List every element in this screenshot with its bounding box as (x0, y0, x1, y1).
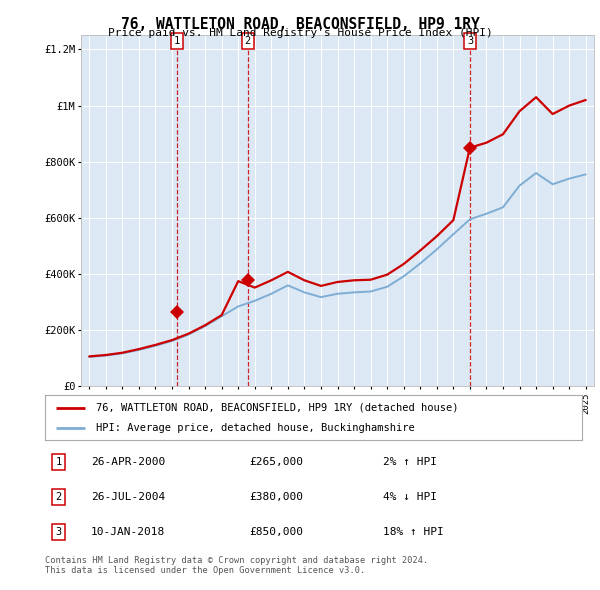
Text: 26-JUL-2004: 26-JUL-2004 (91, 492, 165, 502)
Text: £850,000: £850,000 (249, 527, 303, 537)
Text: 1: 1 (174, 35, 181, 45)
Text: 2% ↑ HPI: 2% ↑ HPI (383, 457, 437, 467)
Text: HPI: Average price, detached house, Buckinghamshire: HPI: Average price, detached house, Buck… (96, 423, 415, 433)
Text: 3: 3 (467, 35, 473, 45)
Text: 2: 2 (245, 35, 251, 45)
Text: £380,000: £380,000 (249, 492, 303, 502)
Text: £265,000: £265,000 (249, 457, 303, 467)
Text: 4% ↓ HPI: 4% ↓ HPI (383, 492, 437, 502)
Text: 1: 1 (55, 457, 62, 467)
Text: 10-JAN-2018: 10-JAN-2018 (91, 527, 165, 537)
Text: 76, WATTLETON ROAD, BEACONSFIELD, HP9 1RY: 76, WATTLETON ROAD, BEACONSFIELD, HP9 1R… (121, 17, 479, 31)
Text: 2: 2 (55, 492, 62, 502)
Text: 76, WATTLETON ROAD, BEACONSFIELD, HP9 1RY (detached house): 76, WATTLETON ROAD, BEACONSFIELD, HP9 1R… (96, 403, 458, 412)
Text: This data is licensed under the Open Government Licence v3.0.: This data is licensed under the Open Gov… (45, 566, 365, 575)
Text: Contains HM Land Registry data © Crown copyright and database right 2024.: Contains HM Land Registry data © Crown c… (45, 556, 428, 565)
Text: 3: 3 (55, 527, 62, 537)
Text: 26-APR-2000: 26-APR-2000 (91, 457, 165, 467)
Text: 18% ↑ HPI: 18% ↑ HPI (383, 527, 444, 537)
Text: Price paid vs. HM Land Registry's House Price Index (HPI): Price paid vs. HM Land Registry's House … (107, 28, 493, 38)
